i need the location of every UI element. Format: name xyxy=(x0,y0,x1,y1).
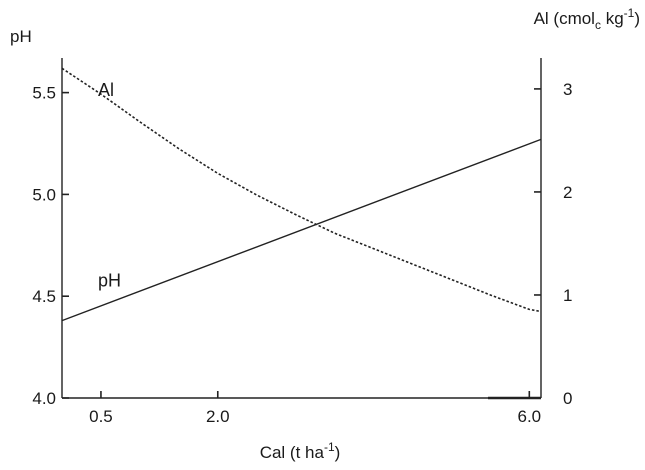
left-tick-label: 4.0 xyxy=(32,389,56,408)
x-tick-label: 0.5 xyxy=(89,407,113,426)
series-line-ph xyxy=(61,138,542,322)
x-tick-label: 6.0 xyxy=(517,407,541,426)
right-tick-label: 0 xyxy=(563,389,572,408)
right-axis-title: Al (cmolc kg-1) xyxy=(534,6,640,32)
left-axis-title: pH xyxy=(10,27,32,46)
left-tick-label: 4.5 xyxy=(32,287,56,306)
x-axis-title: Cal (t ha-1) xyxy=(260,440,341,462)
right-tick-label: 1 xyxy=(563,286,572,305)
left-tick-label: 5.0 xyxy=(32,185,56,204)
left-tick-label: 5.5 xyxy=(32,84,56,103)
right-tick-label: 3 xyxy=(563,80,572,99)
series-label-ph: pH xyxy=(98,271,121,291)
x-tick-label: 2.0 xyxy=(206,407,230,426)
series-label-al: Al xyxy=(98,80,114,100)
right-tick-label: 2 xyxy=(563,183,572,202)
series-line-al xyxy=(61,67,542,313)
